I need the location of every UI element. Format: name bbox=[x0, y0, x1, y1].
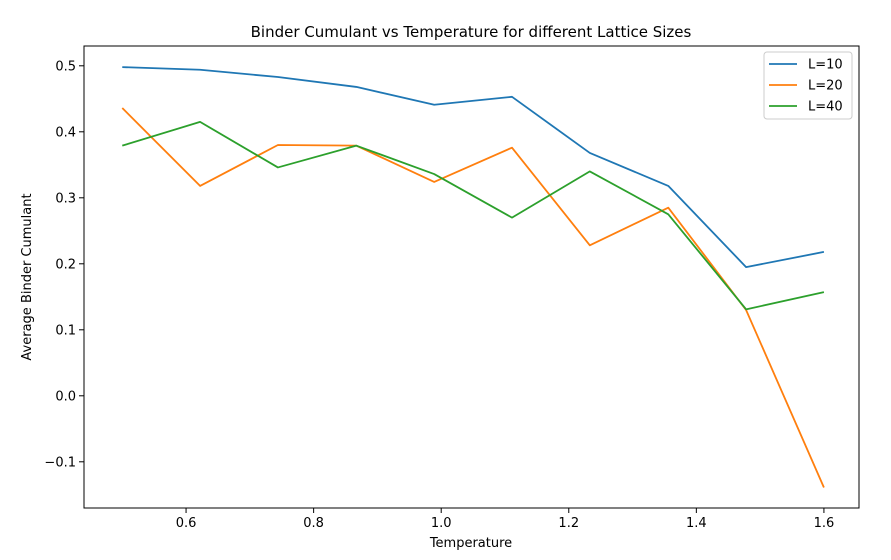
series-lines bbox=[121, 66, 825, 488]
legend-box bbox=[763, 51, 853, 120]
series-line-l10 bbox=[122, 66, 825, 269]
y-tick-label: 0.3 bbox=[55, 191, 76, 206]
chart-title: Binder Cumulant vs Temperature for diffe… bbox=[251, 23, 692, 41]
series-line-l20 bbox=[121, 107, 825, 488]
x-tick-label: 0.8 bbox=[303, 516, 324, 531]
x-tick-label: 1.6 bbox=[814, 516, 835, 531]
y-axis-label: Average Binder Cumulant bbox=[20, 193, 35, 360]
y-tick-label: 0.4 bbox=[55, 125, 76, 140]
plot-area bbox=[83, 45, 860, 509]
y-tick-label: −0.1 bbox=[44, 455, 76, 470]
x-tick-label: 0.6 bbox=[176, 516, 197, 531]
x-axis-label: Temperature bbox=[429, 536, 512, 551]
series-line-l40 bbox=[122, 121, 825, 311]
y-tick-label: 0.1 bbox=[55, 323, 76, 338]
legend: L=10 L=20 L=40 bbox=[763, 51, 853, 120]
y-tick-label: 0.5 bbox=[55, 59, 76, 74]
y-tick-label: 0.2 bbox=[55, 257, 76, 272]
y-tick-label: 0.0 bbox=[55, 389, 76, 404]
x-tick-label: 1.2 bbox=[558, 516, 579, 531]
x-tick-label: 1.0 bbox=[431, 516, 452, 531]
y-axis: −0.1 0.0 0.1 0.2 0.3 0.4 0.5 bbox=[44, 59, 84, 470]
legend-label-l10: L=10 bbox=[808, 58, 843, 73]
legend-label-l20: L=20 bbox=[808, 79, 843, 94]
x-axis: 0.6 0.8 1.0 1.2 1.4 1.6 bbox=[176, 508, 835, 531]
x-tick-label: 1.4 bbox=[686, 516, 707, 531]
legend-label-l40: L=40 bbox=[808, 100, 843, 115]
